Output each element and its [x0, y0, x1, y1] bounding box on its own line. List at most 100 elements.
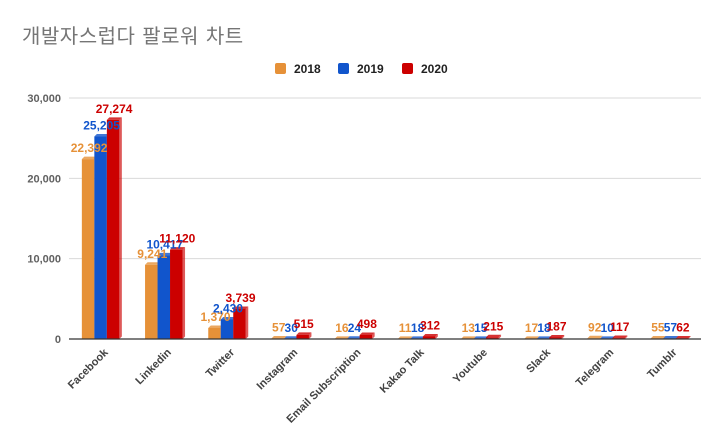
- data-label: 24: [348, 321, 362, 335]
- data-label: 515: [294, 317, 314, 331]
- bar-side: [435, 333, 438, 339]
- bar-top: [473, 336, 489, 339]
- bar-top: [599, 336, 615, 339]
- bar-side: [245, 306, 249, 339]
- bar-top: [94, 134, 110, 137]
- bar-top: [347, 336, 363, 339]
- legend-swatch: [275, 63, 286, 74]
- bar-top: [170, 247, 186, 250]
- bar-top: [208, 325, 224, 328]
- bar: [220, 319, 234, 339]
- data-label: 215: [483, 319, 503, 333]
- y-tick-label: 30,000: [27, 93, 61, 105]
- bar: [208, 327, 221, 339]
- legend-label: 2019: [357, 62, 384, 76]
- chart-title: 개발자스럽다 팔로워 차트: [22, 24, 244, 48]
- data-label: 187: [546, 319, 566, 333]
- data-label: 22,392: [71, 141, 108, 155]
- bar-side: [561, 334, 565, 339]
- bar-side: [372, 332, 375, 339]
- data-label: 11,120: [159, 232, 195, 246]
- bar-top: [220, 316, 236, 320]
- bar-side: [308, 332, 312, 339]
- legend-label: 2020: [421, 62, 448, 76]
- data-label: 18: [537, 321, 551, 335]
- x-tick-label: Kakao Talk: [378, 346, 428, 396]
- bar: [157, 255, 171, 339]
- bar-top: [587, 335, 603, 339]
- data-label: 16: [335, 321, 349, 335]
- bar-top: [271, 336, 287, 339]
- data-label: 27,274: [96, 102, 133, 116]
- bar: [106, 119, 120, 339]
- data-label: 57: [272, 321, 286, 335]
- data-label: 10: [601, 321, 615, 335]
- x-tick-label: Facebook: [66, 346, 111, 391]
- bar-top: [549, 334, 565, 338]
- bar: [233, 308, 246, 339]
- bar-top: [410, 336, 426, 339]
- bars: [81, 117, 691, 339]
- x-tick-label: Twitter: [204, 346, 238, 380]
- x-tick-label: Slack: [524, 346, 553, 375]
- x-tick-label: Linkedin: [133, 346, 174, 387]
- bar: [359, 334, 373, 339]
- bar-top: [524, 336, 540, 339]
- axes: 0 10,000 20,000 30,000 Facebook Linkedin Twitt…: [27, 93, 701, 426]
- bar-side: [599, 335, 603, 339]
- bar-top: [157, 252, 173, 256]
- data-label: 11: [399, 321, 412, 335]
- data-label: 498: [357, 317, 377, 331]
- bar-side: [182, 247, 186, 339]
- data-label: 17: [525, 321, 539, 335]
- bar-top: [650, 336, 666, 339]
- bar-top: [461, 336, 477, 339]
- bar-top: [145, 262, 161, 265]
- data-label: 92: [588, 320, 602, 334]
- bar-top: [296, 332, 312, 335]
- bar: [549, 337, 562, 339]
- data-label: 15: [474, 321, 488, 335]
- bar: [170, 249, 183, 339]
- legend-swatch: [338, 63, 349, 74]
- data-label: 312: [420, 318, 440, 332]
- legend: 2018 2019 2020: [275, 62, 448, 76]
- bar-top: [81, 156, 97, 160]
- data-label: 62: [676, 321, 690, 335]
- bar: [94, 136, 107, 339]
- bar-top: [486, 334, 502, 338]
- y-tick-label: 20,000: [27, 173, 61, 185]
- bar-top: [422, 333, 438, 337]
- bar-side: [498, 334, 502, 339]
- legend-swatch: [402, 63, 413, 74]
- bar-top: [334, 336, 350, 339]
- data-label: 3,739: [225, 291, 255, 305]
- data-label: 1,370: [200, 310, 230, 324]
- data-label: 10,417: [146, 237, 183, 251]
- bar-side: [624, 335, 628, 339]
- data-label: 25,205: [83, 119, 120, 133]
- data-label: 55: [651, 321, 665, 335]
- x-tick-label: Telegram: [574, 346, 617, 389]
- legend-label: 2018: [294, 62, 321, 76]
- data-label: 2,430: [213, 301, 243, 315]
- data-label: 9,241: [137, 247, 167, 261]
- bar: [422, 336, 436, 339]
- data-label: 57: [664, 321, 678, 335]
- x-tick-label: Tumblr: [645, 346, 680, 381]
- bar-top: [663, 336, 679, 339]
- bar-top: [536, 336, 552, 339]
- bar-top: [675, 336, 691, 339]
- data-label: 18: [411, 321, 425, 335]
- bar-top: [612, 335, 628, 339]
- bar-top: [283, 336, 299, 339]
- bar-top: [106, 117, 122, 120]
- bar: [296, 334, 309, 339]
- data-label: 117: [610, 320, 630, 334]
- bar: [81, 159, 95, 339]
- data-label: 13: [462, 321, 476, 335]
- data-label: 30: [285, 321, 299, 335]
- bar-side: [119, 117, 122, 339]
